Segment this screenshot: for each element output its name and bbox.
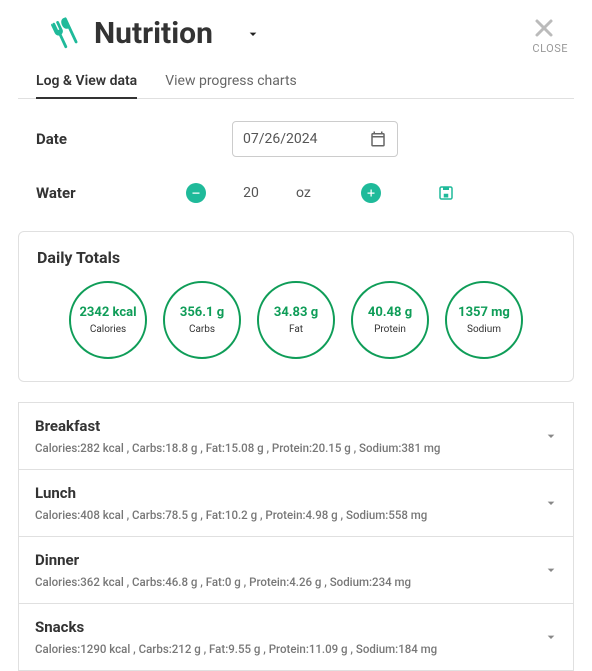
meal-title: Snacks <box>35 618 557 636</box>
page-title: Nutrition <box>94 16 213 51</box>
metric-value: 2342 kcal <box>79 305 136 320</box>
dropdown-caret-icon[interactable] <box>245 26 261 42</box>
metric-label: Fat <box>289 324 303 335</box>
date-label: Date <box>36 130 186 148</box>
metric-label: Protein <box>374 324 406 335</box>
save-icon <box>437 184 455 202</box>
tab-progress-charts[interactable]: View progress charts <box>165 73 297 98</box>
meal-summary: Calories:408 kcal , Carbs:78.5 g , Fat:1… <box>35 508 557 522</box>
close-icon <box>532 16 568 40</box>
meal-title: Dinner <box>35 551 557 569</box>
calendar-icon <box>369 130 387 148</box>
water-label: Water <box>36 184 186 202</box>
water-value: 20 <box>206 185 296 201</box>
plus-icon <box>365 187 377 199</box>
daily-totals-title: Daily Totals <box>37 248 555 267</box>
meal-panel-lunch[interactable]: Lunch Calories:408 kcal , Carbs:78.5 g ,… <box>18 469 574 537</box>
meal-summary: Calories:282 kcal , Carbs:18.8 g , Fat:1… <box>35 441 557 455</box>
close-label: CLOSE <box>532 42 568 55</box>
minus-icon <box>190 187 202 199</box>
metric-label: Carbs <box>189 324 215 335</box>
daily-totals-card: Daily Totals 2342 kcal Calories 356.1 g … <box>18 231 574 382</box>
water-save-button[interactable] <box>437 184 455 202</box>
metric-protein: 40.48 g Protein <box>351 281 429 359</box>
metric-value: 1357 mg <box>458 305 510 320</box>
daily-totals-metrics: 2342 kcal Calories 356.1 g Carbs 34.83 g… <box>37 281 555 359</box>
meal-panel-snacks[interactable]: Snacks Calories:1290 kcal , Carbs:212 g … <box>18 603 574 671</box>
close-button[interactable]: CLOSE <box>532 16 574 55</box>
chevron-down-icon <box>543 495 559 511</box>
chevron-down-icon <box>543 428 559 444</box>
tabs: Log & View data View progress charts <box>18 73 574 99</box>
meal-panel-breakfast[interactable]: Breakfast Calories:282 kcal , Carbs:18.8… <box>18 402 574 470</box>
meals-list: Breakfast Calories:282 kcal , Carbs:18.8… <box>18 402 574 671</box>
meal-panel-dinner[interactable]: Dinner Calories:362 kcal , Carbs:46.8 g … <box>18 536 574 604</box>
metric-label: Calories <box>90 324 126 335</box>
tab-log-view-data[interactable]: Log & View data <box>36 73 137 99</box>
metric-calories: 2342 kcal Calories <box>69 281 147 359</box>
date-value: 07/26/2024 <box>243 131 318 147</box>
water-unit: oz <box>296 185 311 201</box>
water-increment-button[interactable] <box>361 183 381 203</box>
metric-value: 40.48 g <box>368 305 412 320</box>
metric-carbs: 356.1 g Carbs <box>163 281 241 359</box>
meal-summary: Calories:1290 kcal , Carbs:212 g , Fat:9… <box>35 642 557 656</box>
meal-title: Lunch <box>35 484 557 502</box>
metric-sodium: 1357 mg Sodium <box>445 281 523 359</box>
chevron-down-icon <box>543 629 559 645</box>
metric-fat: 34.83 g Fat <box>257 281 335 359</box>
metric-label: Sodium <box>467 324 501 335</box>
metric-value: 356.1 g <box>180 305 224 320</box>
nutrition-icon <box>46 17 80 51</box>
chevron-down-icon <box>543 562 559 578</box>
water-decrement-button[interactable] <box>186 183 206 203</box>
metric-value: 34.83 g <box>274 305 318 320</box>
meal-title: Breakfast <box>35 417 557 435</box>
date-input[interactable]: 07/26/2024 <box>232 121 398 157</box>
meal-summary: Calories:362 kcal , Carbs:46.8 g , Fat:0… <box>35 575 557 589</box>
